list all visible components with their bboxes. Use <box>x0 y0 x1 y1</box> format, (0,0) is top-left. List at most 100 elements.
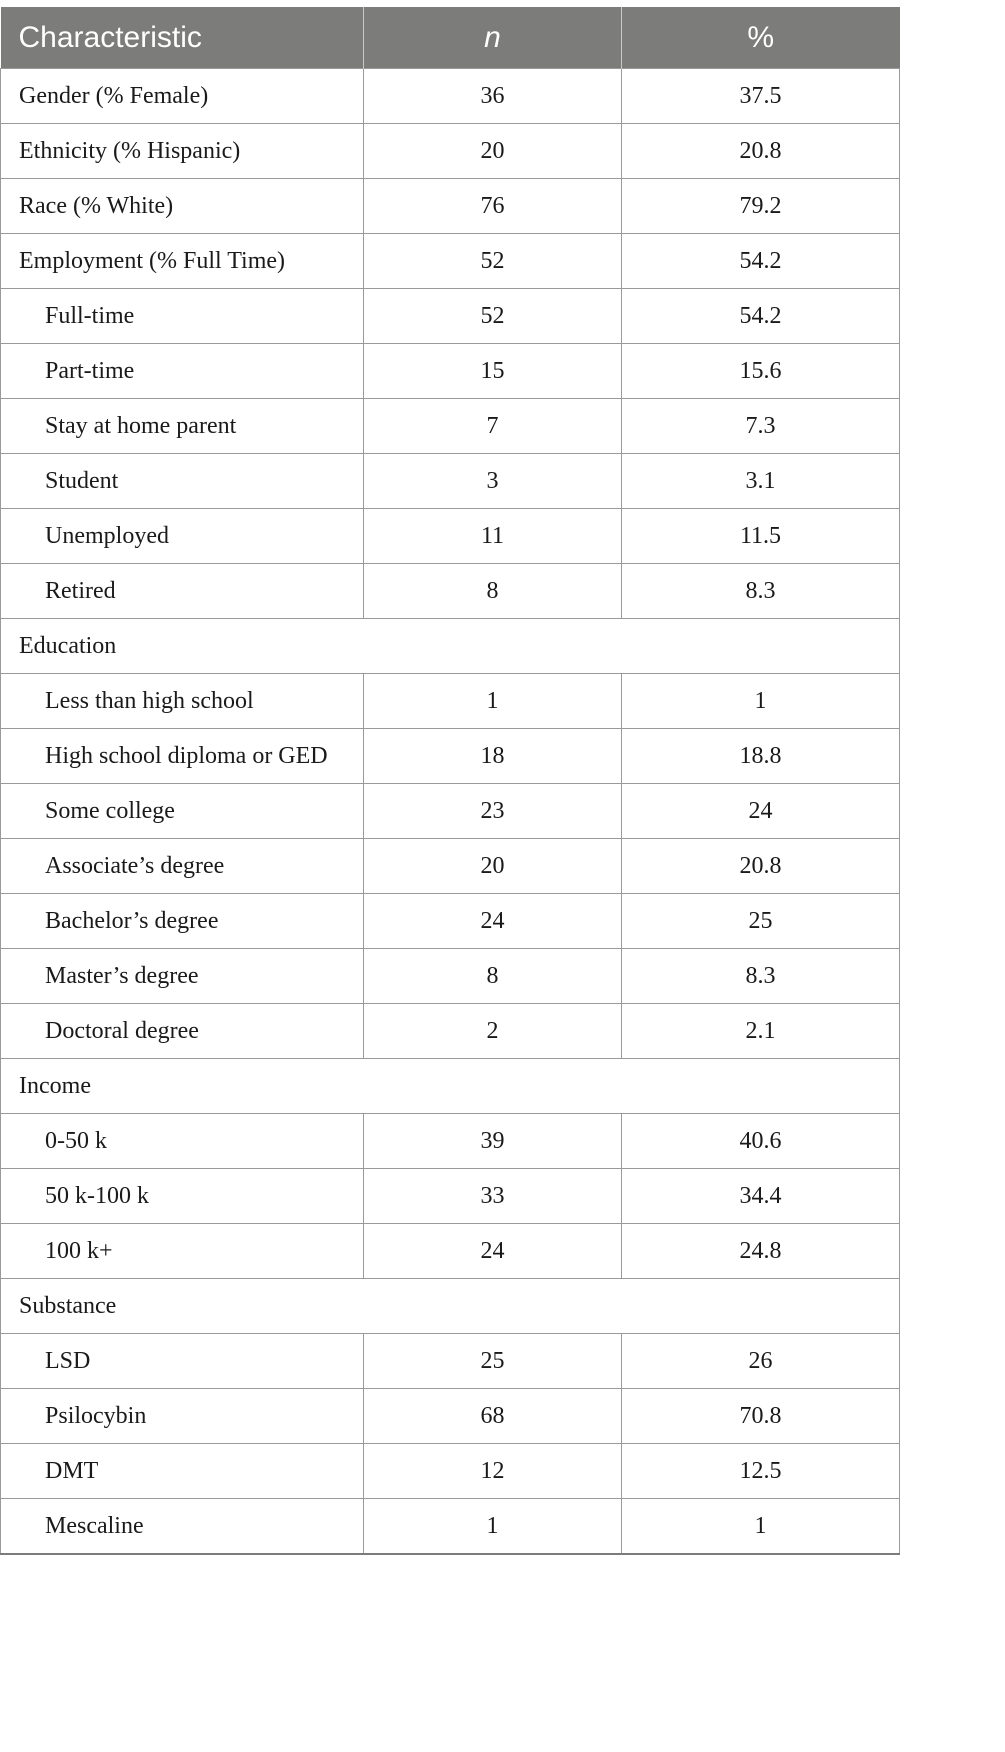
header-n-label: n <box>484 20 501 54</box>
characteristic-cell: Employment (% Full Time) <box>0 233 364 289</box>
percent-cell: 1 <box>621 1498 900 1555</box>
section-label: Substance <box>0 1278 900 1334</box>
percent-cell: 37.5 <box>621 68 900 124</box>
table-row: LSD 25 26 <box>0 1333 900 1389</box>
header-row: Characteristic n % <box>0 7 900 69</box>
n-cell: 20 <box>363 838 622 894</box>
characteristic-cell: Gender (% Female) <box>0 68 364 124</box>
characteristic-cell: Retired <box>0 563 364 619</box>
characteristic-cell: Part-time <box>0 343 364 399</box>
n-cell: 20 <box>363 123 622 179</box>
percent-cell: 54.2 <box>621 233 900 289</box>
n-cell: 52 <box>363 233 622 289</box>
table-row: Mescaline 1 1 <box>0 1498 900 1555</box>
n-cell: 8 <box>363 948 622 1004</box>
table-row: Some college 23 24 <box>0 783 900 839</box>
percent-cell: 20.8 <box>621 838 900 894</box>
header-n: n <box>363 7 622 69</box>
table-row: Unemployed 11 11.5 <box>0 508 900 564</box>
percent-cell: 40.6 <box>621 1113 900 1169</box>
n-cell: 1 <box>363 1498 622 1555</box>
percent-cell: 34.4 <box>621 1168 900 1224</box>
n-cell: 76 <box>363 178 622 234</box>
table-row: Associate’s degree 20 20.8 <box>0 838 900 894</box>
table-row: DMT 12 12.5 <box>0 1443 900 1499</box>
demographics-table: Characteristic n % Gender (% Female) 36 37… <box>0 7 900 1555</box>
table-row: Doctoral degree 2 2.1 <box>0 1003 900 1059</box>
characteristic-cell: Stay at home parent <box>0 398 364 454</box>
n-cell: 68 <box>363 1388 622 1444</box>
n-cell: 39 <box>363 1113 622 1169</box>
table-row: Race (% White) 76 79.2 <box>0 178 900 234</box>
table-row: Psilocybin 68 70.8 <box>0 1388 900 1444</box>
table-row: Full-time 52 54.2 <box>0 288 900 344</box>
n-cell: 2 <box>363 1003 622 1059</box>
section-label: Education <box>0 618 900 674</box>
characteristic-cell: 50 k-100 k <box>0 1168 364 1224</box>
n-cell: 24 <box>363 893 622 949</box>
characteristic-cell: LSD <box>0 1333 364 1389</box>
characteristic-cell: Full-time <box>0 288 364 344</box>
characteristic-cell: Ethnicity (% Hispanic) <box>0 123 364 179</box>
percent-cell: 20.8 <box>621 123 900 179</box>
header-percent: % <box>621 7 900 69</box>
table-row: Retired 8 8.3 <box>0 563 900 619</box>
percent-cell: 70.8 <box>621 1388 900 1444</box>
percent-cell: 79.2 <box>621 178 900 234</box>
characteristic-cell: 100 k+ <box>0 1223 364 1279</box>
header-characteristic: Characteristic <box>0 7 364 69</box>
n-cell: 33 <box>363 1168 622 1224</box>
percent-cell: 2.1 <box>621 1003 900 1059</box>
table-row: Employment (% Full Time) 52 54.2 <box>0 233 900 289</box>
table-row: Gender (% Female) 36 37.5 <box>0 68 900 124</box>
n-cell: 3 <box>363 453 622 509</box>
characteristic-cell: Master’s degree <box>0 948 364 1004</box>
section-label: Income <box>0 1058 900 1114</box>
characteristic-cell: Unemployed <box>0 508 364 564</box>
n-cell: 1 <box>363 673 622 729</box>
percent-cell: 54.2 <box>621 288 900 344</box>
table-row: Stay at home parent 7 7.3 <box>0 398 900 454</box>
table-row: Part-time 15 15.6 <box>0 343 900 399</box>
n-cell: 24 <box>363 1223 622 1279</box>
percent-cell: 25 <box>621 893 900 949</box>
percent-cell: 8.3 <box>621 563 900 619</box>
table-row: 50 k-100 k 33 34.4 <box>0 1168 900 1224</box>
characteristic-cell: Psilocybin <box>0 1388 364 1444</box>
n-cell: 18 <box>363 728 622 784</box>
characteristic-cell: Race (% White) <box>0 178 364 234</box>
n-cell: 36 <box>363 68 622 124</box>
table-row: Less than high school 1 1 <box>0 673 900 729</box>
table-row: Bachelor’s degree 24 25 <box>0 893 900 949</box>
table-header: Characteristic n % <box>0 7 900 69</box>
section-row: Income <box>0 1058 900 1114</box>
table-row: 0-50 k 39 40.6 <box>0 1113 900 1169</box>
section-row: Substance <box>0 1278 900 1334</box>
characteristic-cell: Less than high school <box>0 673 364 729</box>
percent-cell: 12.5 <box>621 1443 900 1499</box>
characteristic-cell: Student <box>0 453 364 509</box>
n-cell: 11 <box>363 508 622 564</box>
characteristic-cell: 0-50 k <box>0 1113 364 1169</box>
percent-cell: 7.3 <box>621 398 900 454</box>
n-cell: 7 <box>363 398 622 454</box>
percent-cell: 3.1 <box>621 453 900 509</box>
characteristic-cell: High school diploma or GED <box>0 728 364 784</box>
section-row: Education <box>0 618 900 674</box>
percent-cell: 26 <box>621 1333 900 1389</box>
table-row: Ethnicity (% Hispanic) 20 20.8 <box>0 123 900 179</box>
characteristic-cell: Mescaline <box>0 1498 364 1555</box>
table-body: Gender (% Female) 36 37.5 Ethnicity (% Hisp… <box>0 68 900 1555</box>
characteristic-cell: DMT <box>0 1443 364 1499</box>
n-cell: 23 <box>363 783 622 839</box>
n-cell: 8 <box>363 563 622 619</box>
n-cell: 15 <box>363 343 622 399</box>
characteristic-cell: Associate’s degree <box>0 838 364 894</box>
n-cell: 25 <box>363 1333 622 1389</box>
percent-cell: 11.5 <box>621 508 900 564</box>
n-cell: 12 <box>363 1443 622 1499</box>
table-row: Student 3 3.1 <box>0 453 900 509</box>
percent-cell: 24 <box>621 783 900 839</box>
characteristic-cell: Doctoral degree <box>0 1003 364 1059</box>
n-cell: 52 <box>363 288 622 344</box>
